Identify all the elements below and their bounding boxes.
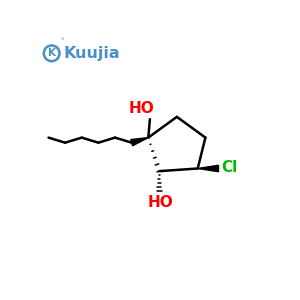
Text: HO: HO [148, 195, 173, 210]
Text: Kuujia: Kuujia [64, 46, 120, 61]
Polygon shape [198, 165, 218, 172]
Polygon shape [131, 138, 148, 146]
Text: K: K [48, 48, 56, 58]
Text: HO: HO [129, 101, 155, 116]
Text: Cl: Cl [221, 160, 238, 175]
Text: °: ° [60, 38, 64, 44]
